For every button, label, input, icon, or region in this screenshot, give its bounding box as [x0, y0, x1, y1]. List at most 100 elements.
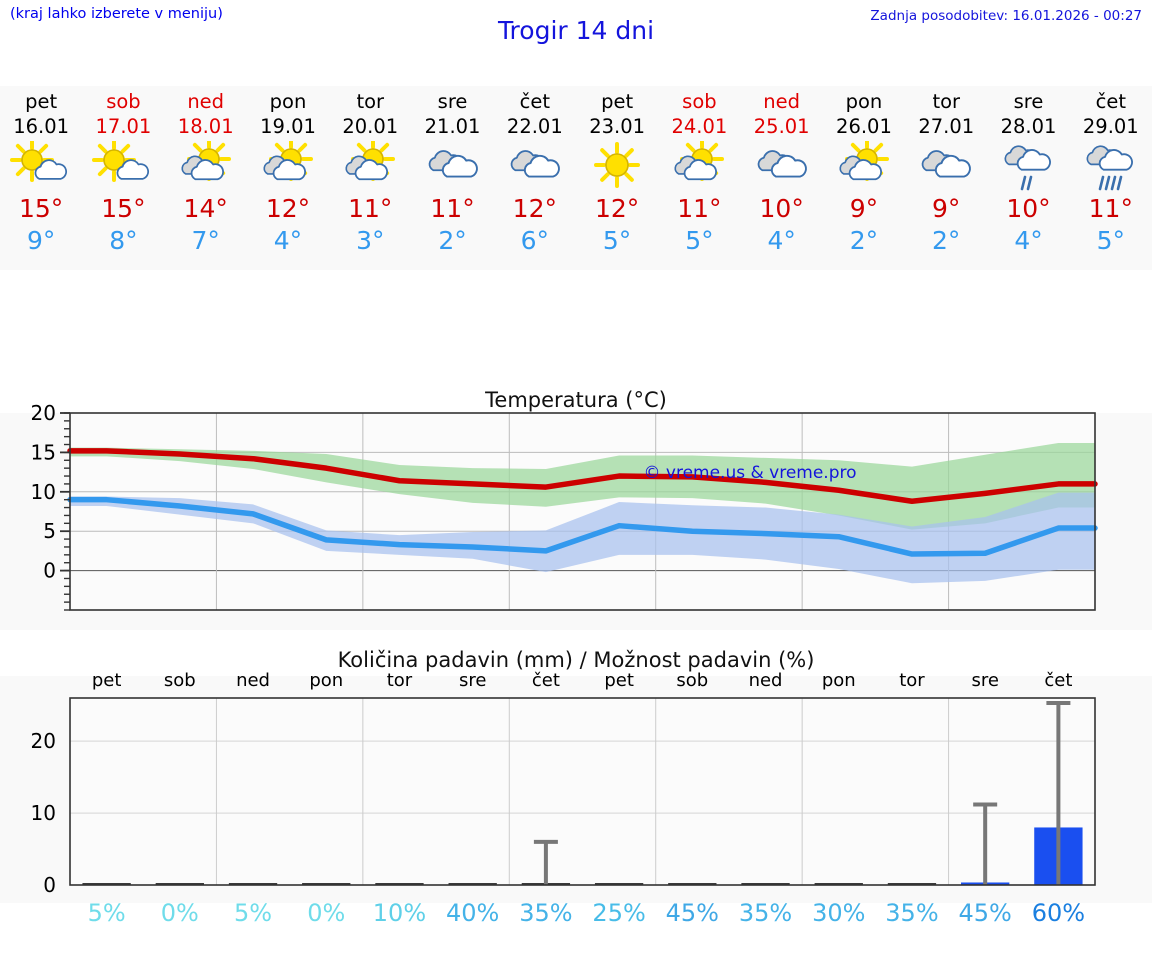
precip-day-label: ned: [236, 670, 270, 691]
precip-probability-label: 45%: [666, 899, 719, 927]
precip-probability-label: 35%: [739, 899, 792, 927]
day-temp-min: 5°: [602, 226, 632, 255]
precip-bar: [228, 883, 278, 885]
day-column-9[interactable]: sob 24.01 11° 5°: [658, 86, 740, 270]
svg-text:10: 10: [31, 801, 56, 825]
day-temp-max: 15°: [101, 194, 146, 223]
precip-bar: [448, 883, 497, 885]
day-name: sob: [682, 90, 717, 113]
precip-probability-label: 0%: [161, 899, 199, 927]
day-column-13[interactable]: sre 28.01 10° 4°: [987, 86, 1069, 270]
day-name: sob: [106, 90, 141, 113]
precip-day-label: sre: [459, 670, 486, 691]
precip-day-label: pet: [92, 670, 122, 691]
day-name: sre: [1013, 90, 1044, 113]
light-rain-icon: [987, 139, 1069, 193]
precip-day-label: tor: [899, 670, 925, 691]
rain-icon: [1070, 139, 1152, 193]
precip-day-label: sre: [971, 670, 998, 691]
day-column-14[interactable]: čet 29.01 11° 5°: [1070, 86, 1152, 270]
day-name: pon: [269, 90, 307, 113]
cloudy-icon: [494, 139, 576, 193]
day-temp-max: 10°: [759, 194, 804, 223]
day-name: pet: [601, 90, 634, 113]
day-temp-max: 9°: [849, 194, 879, 223]
svg-text:15: 15: [31, 440, 56, 464]
precip-probability-label: 35%: [885, 899, 938, 927]
day-temp-min: 4°: [273, 226, 303, 255]
day-name: tor: [932, 90, 961, 113]
day-date: 19.01: [260, 115, 316, 138]
day-column-11[interactable]: pon 26.01 9° 2°: [823, 86, 905, 270]
day-column-3[interactable]: ned 18.01 14° 7°: [165, 86, 247, 270]
day-date: 25.01: [753, 115, 810, 138]
day-temp-min: 6°: [520, 226, 550, 255]
chart-credit: © vreme.us & vreme.pro: [643, 463, 856, 483]
day-date: 27.01: [918, 115, 975, 138]
precip-day-label: čet: [1044, 670, 1072, 691]
day-temp-min: 7°: [191, 226, 220, 255]
cloud-sun-icon: [823, 139, 905, 193]
day-date: 23.01: [589, 115, 646, 138]
day-date: 21.01: [424, 115, 481, 138]
day-name: tor: [356, 90, 385, 113]
precipitation-chart-title: Količina padavin (mm) / Možnost padavin …: [337, 648, 815, 672]
page-header: (kraj lahko izberete v meniju) Trogir 14…: [0, 0, 1152, 58]
day-column-2[interactable]: sob 17.01 15° 8°: [82, 86, 164, 270]
svg-text:0: 0: [43, 873, 56, 897]
day-column-7[interactable]: čet 22.01 12° 6°: [494, 86, 576, 270]
day-date: 24.01: [671, 115, 728, 138]
precip-bar: [155, 883, 204, 885]
last-updated-label: Zadnja posodobitev: 16.01.2026 - 00:27: [870, 8, 1142, 24]
day-name: ned: [187, 90, 225, 113]
precip-bar: [814, 883, 863, 885]
day-date: 22.01: [506, 115, 563, 138]
day-date: 16.01: [13, 115, 70, 138]
precip-probability-label: 40%: [446, 899, 499, 927]
day-column-6[interactable]: sre 21.01 11° 2°: [411, 86, 493, 270]
temperature-chart: 0 5 10 15 20 © vreme.us & vreme.pro: [31, 401, 1098, 611]
day-column-12[interactable]: tor 27.01 9° 2°: [905, 86, 987, 270]
day-date: 17.01: [95, 115, 152, 138]
precip-bar: [82, 883, 131, 885]
day-column-4[interactable]: pon 19.01 12° 4°: [247, 86, 329, 270]
precip-day-label: ned: [749, 670, 783, 691]
day-temp-max: 11°: [348, 194, 393, 223]
day-name: ned: [763, 90, 801, 113]
day-column-8[interactable]: pet 23.01 12° 5°: [576, 86, 658, 270]
day-temp-min: 2°: [932, 226, 961, 255]
day-temp-min: 8°: [109, 226, 138, 255]
precip-probability-label: 5%: [234, 899, 272, 927]
cloud-sun-icon: [658, 139, 740, 193]
day-name: čet: [519, 90, 551, 113]
precip-bar: [668, 883, 717, 885]
precip-bar: [375, 883, 424, 885]
day-temp-min: 5°: [685, 226, 714, 255]
day-temp-min: 4°: [767, 226, 796, 255]
series-0: [67, 448, 1098, 505]
day-column-5[interactable]: tor 20.01 11° 3°: [329, 86, 411, 270]
day-name: pet: [25, 90, 58, 113]
daily-forecast-strip: pet 16.01 15° 9° sob 17.01 15° 8° ned 18.01 14°…: [0, 86, 1152, 270]
precip-probability-label: 35%: [519, 899, 572, 927]
day-temp-max: 12°: [265, 194, 311, 223]
menu-hint-link[interactable]: (kraj lahko izberete v meniju): [10, 6, 223, 22]
precip-probability-label: 10%: [373, 899, 426, 927]
day-temp-max: 9°: [932, 194, 961, 223]
day-name: čet: [1095, 90, 1126, 113]
day-temp-max: 12°: [512, 194, 557, 223]
precipitation-chart: pet sob ned pon tor sre čet pet sob ned pon tor sre č…: [31, 670, 1096, 927]
band-0: [70, 442, 1095, 530]
day-temp-max: 12°: [594, 194, 640, 223]
precip-probability-label: 60%: [1032, 899, 1085, 927]
day-temp-max: 11°: [430, 194, 475, 223]
precip-day-label: pon: [822, 670, 856, 691]
day-temp-max: 14°: [183, 194, 228, 223]
precip-day-label: čet: [532, 670, 560, 691]
day-column-10[interactable]: ned 25.01 10° 4°: [741, 86, 823, 270]
day-column-1[interactable]: pet 16.01 15° 9°: [0, 86, 82, 270]
day-temp-min: 3°: [356, 226, 385, 255]
precip-probability-label: 25%: [592, 899, 645, 927]
day-name: pon: [845, 90, 883, 113]
